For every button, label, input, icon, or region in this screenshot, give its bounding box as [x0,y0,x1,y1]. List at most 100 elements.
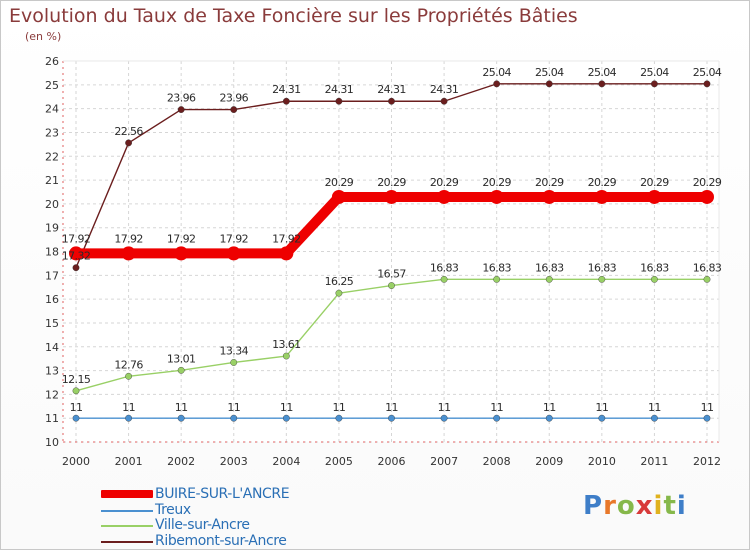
data-label-ville: 16.83 [535,261,564,274]
data-point-ribemont [230,106,238,113]
data-label-ville: 16.83 [588,261,617,274]
y-tick-label: 11 [45,412,59,425]
data-point-buire [647,189,662,204]
data-label-treux: 11 [490,401,503,414]
x-tick-label: 2012 [693,455,721,468]
data-label-buire: 20.29 [640,176,669,189]
y-tick-label: 18 [45,246,59,259]
data-label-ribemont: 24.31 [325,83,354,96]
x-tick-label: 2005 [325,455,353,468]
x-tick-label: 2011 [640,455,668,468]
y-tick-label: 14 [45,341,59,354]
data-point-treux [125,414,132,422]
data-point-treux [493,414,501,422]
data-point-buire [121,246,136,261]
data-point-ville [703,275,711,283]
y-tick-label: 21 [45,174,59,187]
x-tick-label: 2008 [483,455,511,468]
data-point-ribemont [282,97,290,105]
data-point-ville [230,359,238,366]
data-label-ribemont: 23.96 [220,92,249,105]
data-label-ribemont: 22.56 [114,125,143,138]
logo-letter: t [663,491,677,521]
data-label-ville: 13.61 [272,338,301,351]
y-tick-label: 16 [45,293,59,306]
data-point-ville [282,352,290,360]
x-tick-label: 2006 [378,455,406,468]
data-point-ville [651,275,658,283]
data-label-treux: 11 [227,401,240,414]
data-point-treux [545,414,553,422]
data-point-buire [331,189,346,204]
data-label-ribemont: 25.04 [640,66,669,79]
data-point-ville [335,289,343,297]
data-point-buire [437,189,452,204]
data-label-ville: 16.57 [377,268,406,281]
x-tick-label: 2010 [588,455,616,468]
data-label-buire: 17.92 [62,232,91,245]
logo-letter: i [676,491,687,521]
data-point-ribemont [335,97,343,105]
data-label-buire: 20.29 [482,176,511,189]
data-point-ribemont [703,80,711,88]
data-label-treux: 11 [385,401,398,414]
data-label-treux: 11 [543,401,556,414]
data-label-ribemont: 25.04 [535,66,564,79]
data-label-buire: 20.29 [693,176,722,189]
legend-swatch-ville [101,525,153,528]
data-point-ville [72,387,80,395]
data-label-buire: 20.29 [588,176,617,189]
y-tick-label: 23 [45,126,59,139]
data-point-ribemont [72,264,80,272]
data-point-buire [279,246,294,261]
data-label-ville: 16.83 [640,261,669,274]
data-label-ribemont: 17.32 [62,250,91,263]
data-point-treux [177,414,185,422]
data-point-ville [388,282,395,289]
data-point-ville [493,275,501,283]
y-tick-label: 15 [45,317,59,330]
data-label-treux: 11 [70,401,83,414]
x-tick-label: 2000 [62,455,90,468]
data-label-buire: 17.92 [272,232,301,245]
data-point-treux [703,414,711,422]
x-tick-label: 2002 [167,455,195,468]
legend-label-ville: Ville-sur-Ancre [155,517,250,534]
data-point-treux [335,414,343,422]
legend-label-buire: BUIRE-SUR-L'ANCRE [155,486,290,502]
data-label-ribemont: 25.04 [693,66,722,79]
data-label-ville: 13.34 [220,344,249,357]
logo-letter: x [635,491,654,521]
y-tick-label: 13 [45,365,59,378]
data-label-ribemont: 24.31 [272,83,301,96]
data-label-treux: 11 [280,401,293,414]
logo-letter: i [653,491,664,521]
data-point-ribemont [598,80,606,88]
data-label-treux: 11 [438,401,451,414]
data-label-ribemont: 24.31 [377,83,406,96]
data-point-ville [545,275,553,283]
data-label-buire: 20.29 [377,176,406,189]
data-point-treux [598,414,606,422]
legend-item-buire: BUIRE-SUR-L'ANCRE [101,486,290,503]
logo-letter: P [583,491,604,521]
legend-item-ribemont: Ribemont-sur-Ancre [101,533,289,550]
data-label-ville: 16.83 [482,261,511,274]
data-point-ribemont [493,80,501,88]
data-label-ribemont: 23.96 [167,92,196,105]
proxiti-logo: Proxiti [583,491,687,521]
data-label-ville: 16.83 [430,261,459,274]
data-point-treux [440,414,448,422]
data-label-treux: 11 [122,401,135,414]
y-tick-label: 26 [45,55,59,68]
x-tick-label: 2009 [535,455,563,468]
y-tick-label: 24 [45,103,59,116]
data-label-ville: 13.01 [167,352,196,365]
data-point-ribemont [388,97,395,105]
data-label-ville: 12.15 [62,373,91,386]
data-point-ribemont [651,80,658,88]
data-point-buire [542,189,557,204]
data-label-ribemont: 25.04 [588,66,617,79]
data-point-ribemont [177,106,185,113]
